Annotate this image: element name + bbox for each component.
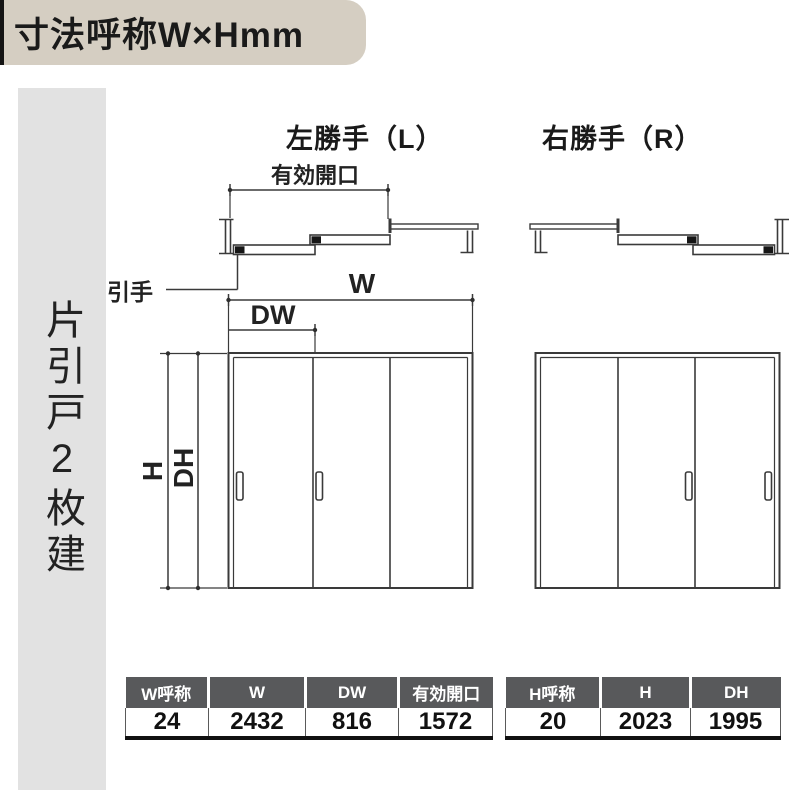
plan-view-right [528, 217, 791, 256]
elevation-right [534, 352, 781, 589]
value-cell: 1572 [398, 708, 493, 738]
height-dimension-table: H呼称 H DH 20 2023 1995 [505, 677, 781, 740]
page-title: 寸法呼称W×Hmm [14, 16, 304, 55]
width-dimension-table: W呼称 W DW 有効開口 24 2432 816 1572 [125, 677, 493, 740]
elevation-left [227, 352, 474, 589]
plan-view-left [219, 218, 479, 256]
header-cell: H呼称 [505, 677, 601, 708]
effective-opening-label: 有効開口 [270, 163, 359, 188]
header-cell: 有効開口 [397, 677, 493, 708]
header-cell: DW [304, 677, 399, 708]
header-cell: DH [689, 677, 781, 708]
product-type-band: 片引戸2枚建 [18, 88, 106, 790]
table-header-row: W呼称 W DW 有効開口 [125, 677, 493, 708]
dimension-lines [160, 184, 475, 591]
table-value-row: 20 2023 1995 [505, 708, 781, 738]
dw-dimension-label: DW [250, 300, 296, 330]
page-title-box: 寸法呼称W×Hmm [0, 0, 366, 65]
header-cell: W [207, 677, 306, 708]
header-cell: H [599, 677, 691, 708]
value-cell: 2023 [600, 708, 691, 738]
header-cell: W呼称 [125, 677, 209, 708]
pull-handle-label: 引手 [107, 279, 153, 305]
value-cell: 1995 [690, 708, 781, 738]
product-type-label: 片引戸2枚建 [40, 299, 84, 579]
section-title-left-hand: 左勝手（L） [286, 124, 444, 154]
table-value-row: 24 2432 816 1572 [125, 708, 493, 738]
w-dimension-label: W [348, 268, 376, 299]
table-header-row: H呼称 H DH [505, 677, 781, 708]
value-cell: 24 [125, 708, 209, 738]
value-cell: 2432 [208, 708, 306, 738]
value-cell: 20 [505, 708, 601, 738]
section-title-right-hand: 右勝手（R） [542, 124, 703, 154]
value-cell: 816 [305, 708, 399, 738]
